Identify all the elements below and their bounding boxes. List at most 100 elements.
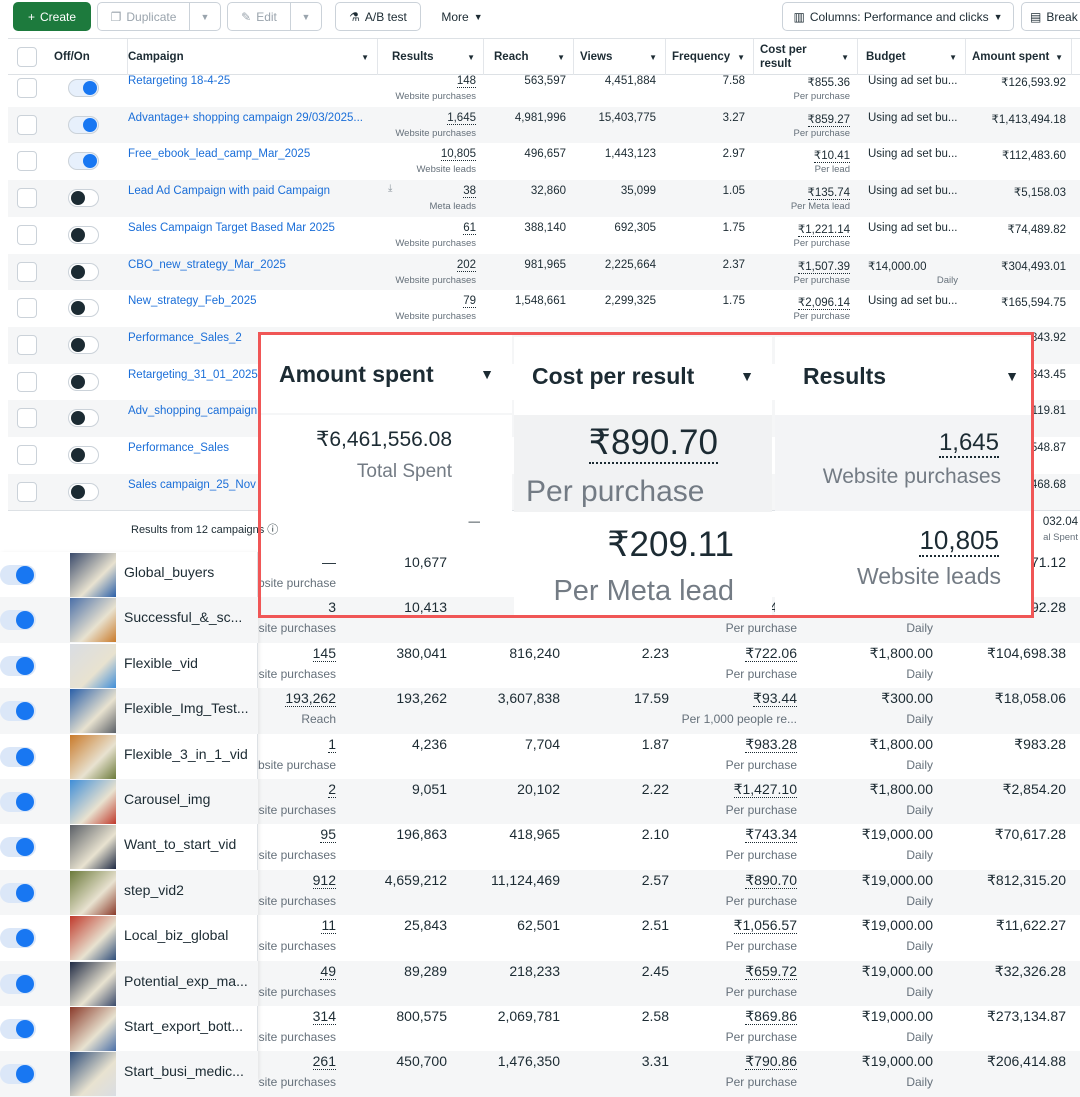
results-text[interactable]: 10,805 xyxy=(440,148,476,162)
column-header[interactable]: Results ▼ xyxy=(386,39,484,75)
cost-text[interactable]: ₹1,427.10 xyxy=(733,781,797,798)
row-checkbox[interactable] xyxy=(17,78,37,98)
ad-toggle[interactable] xyxy=(0,882,36,903)
ad-toggle[interactable] xyxy=(0,655,36,676)
cost-text[interactable]: ₹855.36 xyxy=(807,77,851,89)
campaign-toggle[interactable] xyxy=(68,262,99,281)
edit-dropdown[interactable]: ▼ xyxy=(290,2,322,31)
duplicate-dropdown[interactable]: ▼ xyxy=(189,2,221,31)
ad-name[interactable]: Flexible_3_in_1_vid xyxy=(124,745,248,762)
campaign-name-link[interactable]: Lead Ad Campaign with paid Campaign xyxy=(128,185,331,198)
results-text[interactable]: 261 xyxy=(312,1053,336,1071)
ad-name[interactable]: Successful_&_sc... xyxy=(124,609,243,626)
results-text[interactable]: 1 xyxy=(328,735,336,753)
campaign-toggle[interactable] xyxy=(68,152,99,171)
ad-name[interactable]: Start_export_bott... xyxy=(124,1018,244,1034)
results-text[interactable]: 193,262 xyxy=(285,690,336,708)
ad-name[interactable]: step_vid2 xyxy=(124,881,184,898)
column-header[interactable]: Campaign ▼ xyxy=(122,39,378,75)
results-text[interactable]: 95 xyxy=(320,826,336,844)
ad-toggle[interactable] xyxy=(0,1064,36,1085)
ad-name[interactable]: Carousel_img xyxy=(124,791,211,807)
cost-text[interactable]: ₹743.34 xyxy=(745,826,797,844)
column-header[interactable]: Off/On xyxy=(48,39,128,75)
breakdown-button[interactable]: ▤ Break xyxy=(1021,2,1080,31)
column-header[interactable]: Cost per result ▼ xyxy=(754,39,858,75)
campaign-name-link[interactable]: New_strategy_Feb_2025 xyxy=(128,295,257,308)
campaign-name-link[interactable]: Retargeting_31_01_2025 xyxy=(128,368,258,381)
results-header[interactable]: Results ▼ xyxy=(775,337,1031,415)
campaign-toggle[interactable] xyxy=(68,446,99,464)
campaign-toggle[interactable] xyxy=(68,115,99,134)
cost-text[interactable]: ₹10.41 xyxy=(813,150,850,164)
row-checkbox[interactable] xyxy=(17,481,37,502)
cost-per-result-header[interactable]: Cost per result ▼ xyxy=(514,337,772,415)
results-text[interactable]: 38 xyxy=(463,185,476,199)
campaign-name-link[interactable]: Performance_Sales xyxy=(128,442,229,454)
results-text[interactable]: 2 xyxy=(328,781,336,798)
ad-toggle[interactable] xyxy=(0,565,36,585)
cost-text[interactable]: ₹1,056.57 xyxy=(733,917,797,935)
column-header[interactable]: Views ▼ xyxy=(574,39,666,75)
column-header[interactable]: Budget ▼ xyxy=(860,39,966,75)
cost-text[interactable]: ₹93.44 xyxy=(753,690,797,708)
cost-text[interactable]: ₹859.27 xyxy=(807,113,850,127)
results-text[interactable]: 3 xyxy=(328,599,336,617)
row-checkbox[interactable] xyxy=(17,298,37,319)
campaign-toggle[interactable] xyxy=(68,225,99,244)
results-text[interactable]: 1,645 xyxy=(447,111,476,125)
campaign-toggle[interactable] xyxy=(68,299,99,318)
create-button[interactable]: + Create xyxy=(13,2,91,31)
row-checkbox[interactable] xyxy=(17,114,37,135)
results-text[interactable]: 49 xyxy=(320,962,336,980)
campaign-name-link[interactable]: CBO_new_strategy_Mar_2025 xyxy=(128,258,286,271)
ad-toggle[interactable] xyxy=(0,928,36,949)
cost-text[interactable]: ₹135.74 xyxy=(807,187,850,201)
cost-text[interactable]: ₹869.86 xyxy=(745,1008,797,1025)
row-checkbox[interactable] xyxy=(17,151,37,172)
results-text[interactable]: 145 xyxy=(312,644,336,662)
row-checkbox[interactable] xyxy=(17,188,37,209)
campaign-name-link[interactable]: Sales campaign_25_Nov xyxy=(128,478,256,491)
ad-name[interactable]: Start_busi_medic... xyxy=(124,1063,244,1080)
more-button[interactable]: More ▼ xyxy=(430,2,494,31)
ab-test-button[interactable]: ⚗ A/B test xyxy=(335,2,421,31)
ad-name[interactable]: Want_to_start_vid xyxy=(124,836,237,853)
cost-text[interactable]: ₹890.70 xyxy=(745,871,797,889)
cost-text[interactable]: ₹659.72 xyxy=(745,962,797,980)
row-checkbox[interactable] xyxy=(17,261,37,282)
ad-toggle[interactable] xyxy=(0,701,36,722)
campaign-toggle[interactable] xyxy=(68,79,99,97)
cost-text[interactable]: ₹2,096.14 xyxy=(797,297,850,311)
ad-name[interactable]: Local_biz_global xyxy=(124,927,229,944)
campaign-name-link[interactable]: Free_ebook_lead_camp_Mar_2025 xyxy=(128,148,311,161)
results-text[interactable]: 79 xyxy=(463,295,476,309)
cost-text[interactable]: ₹1,507.39 xyxy=(797,260,850,274)
campaign-name-link[interactable]: Adv_shopping_campaign xyxy=(128,405,258,418)
row-checkbox[interactable] xyxy=(17,408,37,429)
info-icon[interactable]: ⓘ xyxy=(267,524,279,537)
column-header[interactable]: Amount spent ▼ xyxy=(966,39,1072,75)
ad-toggle[interactable] xyxy=(0,837,36,858)
ad-toggle[interactable] xyxy=(0,746,36,767)
amount-spent-header[interactable]: Amount spent ▼ xyxy=(261,335,512,413)
row-checkbox[interactable] xyxy=(17,224,37,245)
select-all-checkbox[interactable] xyxy=(17,47,37,67)
ad-toggle[interactable] xyxy=(0,792,36,812)
results-text[interactable]: 202 xyxy=(456,258,476,272)
row-checkbox[interactable] xyxy=(17,334,37,355)
cost-text[interactable]: ₹790.86 xyxy=(745,1053,797,1071)
ad-toggle[interactable] xyxy=(0,973,36,994)
campaign-name-link[interactable]: Performance_Sales_2 xyxy=(128,331,242,344)
row-checkbox[interactable] xyxy=(17,445,37,465)
ad-name[interactable]: Potential_exp_ma... xyxy=(124,972,248,989)
results-text[interactable]: 11 xyxy=(321,917,336,935)
duplicate-button[interactable]: ❐ Duplicate xyxy=(97,2,190,31)
ad-toggle[interactable] xyxy=(0,610,36,631)
results-text[interactable]: 912 xyxy=(312,871,336,889)
cost-text[interactable]: ₹1,221.14 xyxy=(797,223,850,237)
ad-name[interactable]: Global_buyers xyxy=(124,564,215,580)
cost-text[interactable]: ₹983.28 xyxy=(745,735,797,753)
campaign-toggle[interactable] xyxy=(68,372,99,391)
column-header[interactable]: Reach ▼ xyxy=(488,39,574,75)
